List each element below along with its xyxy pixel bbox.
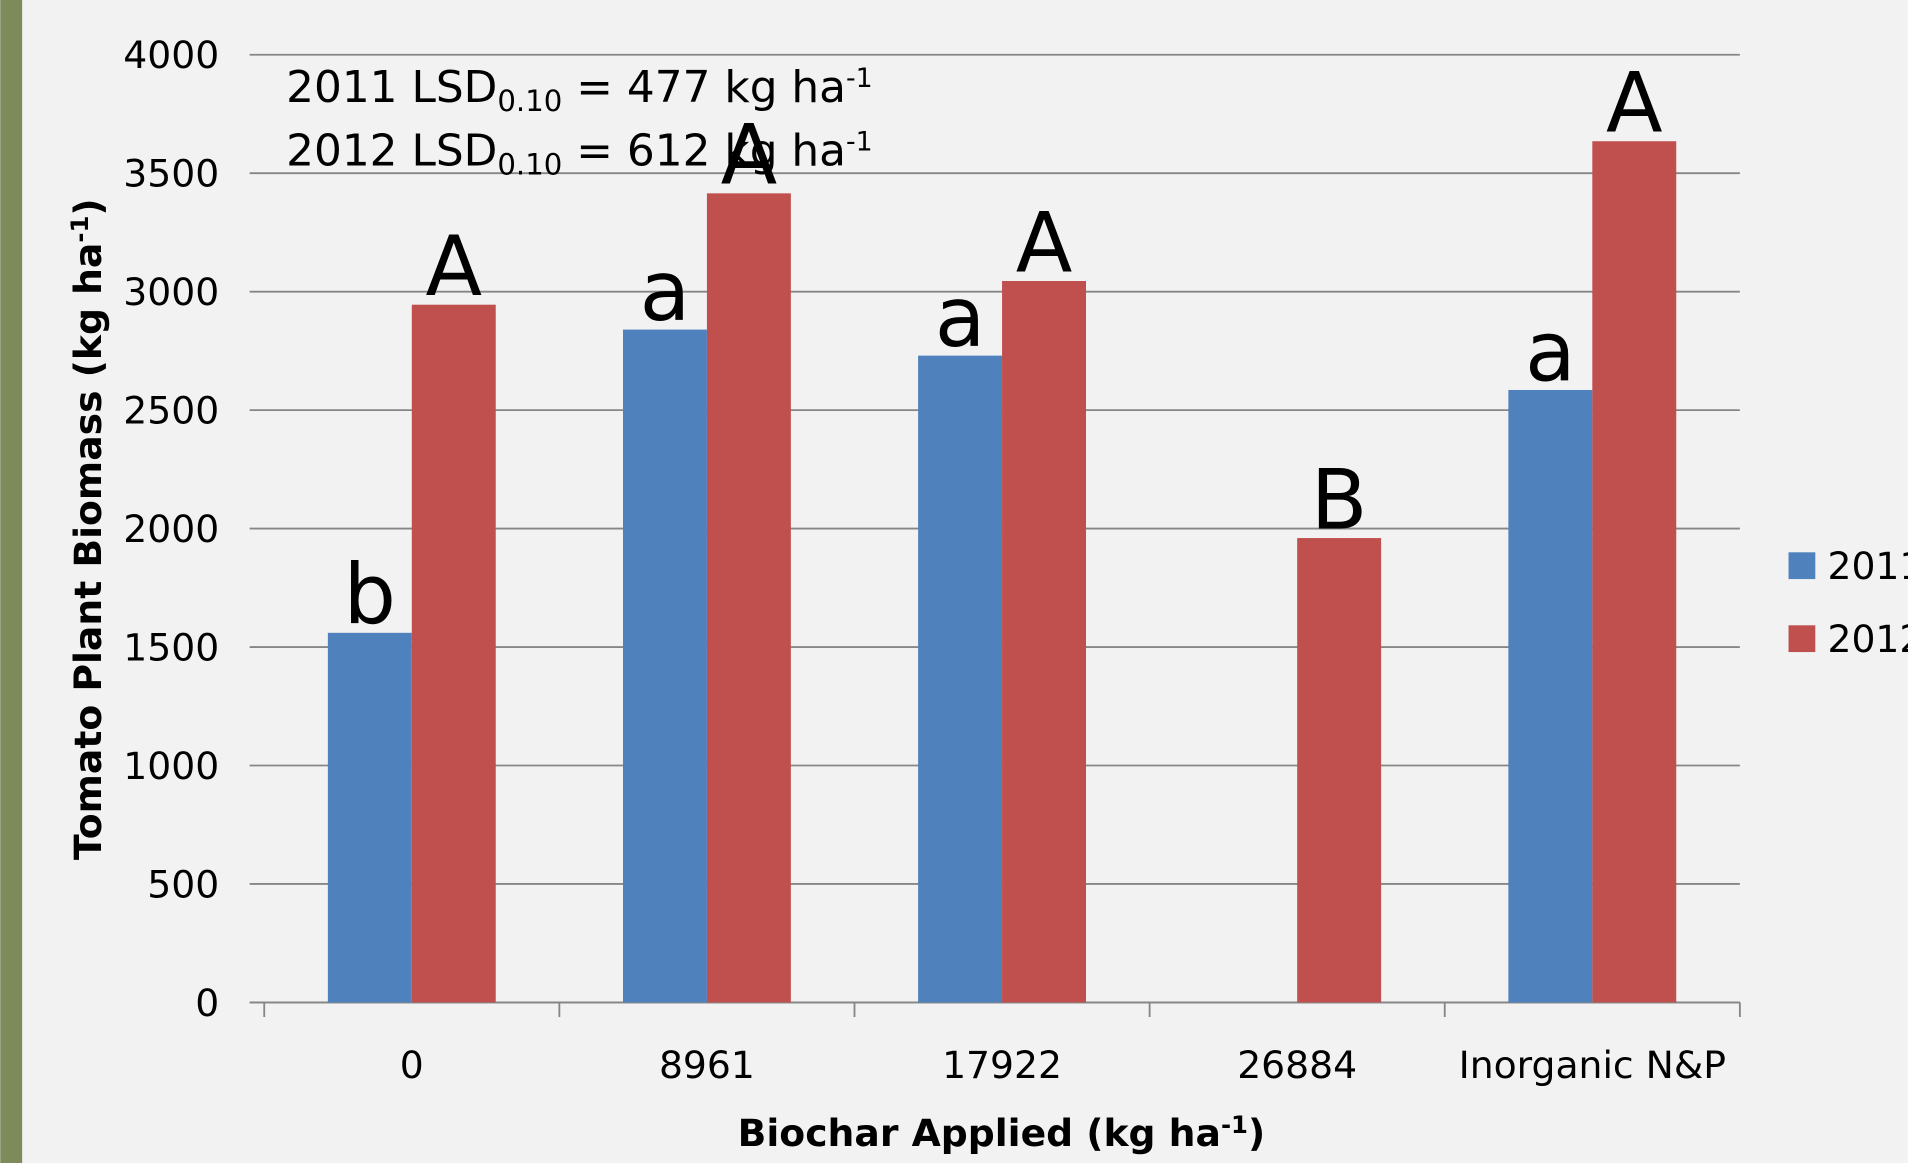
lsd-annotation-part: = 612 kg ha <box>562 125 846 176</box>
significance-letter: a <box>1525 303 1576 400</box>
y-tick-label: 3500 <box>123 152 219 196</box>
y-tick-label: 2500 <box>123 389 219 433</box>
x-tick-label: Inorganic N&P <box>1459 1043 1726 1087</box>
y-tick-label: 1500 <box>123 625 219 669</box>
y-tick-label: 0 <box>195 981 219 1025</box>
bar <box>1592 141 1676 1002</box>
bar <box>412 305 496 1003</box>
y-tick-label: 1000 <box>123 744 219 788</box>
significance-letter: b <box>344 546 397 643</box>
bar <box>918 356 1002 1003</box>
legend-swatch <box>1789 552 1816 579</box>
bar <box>1297 538 1381 1002</box>
lsd-annotation-part: = 477 kg ha <box>562 62 846 113</box>
significance-letter: A <box>425 218 482 315</box>
lsd-annotation-part: 0.10 <box>497 84 562 118</box>
x-axis-title-part: ) <box>1248 1111 1265 1155</box>
x-tick-label: 8961 <box>659 1043 755 1087</box>
lsd-annotation-part: 2012 LSD <box>286 125 497 176</box>
y-tick-label: 2000 <box>123 507 219 551</box>
legend-label: 2011 <box>1827 544 1908 588</box>
x-tick-label: 26884 <box>1237 1043 1357 1087</box>
bar <box>1508 390 1592 1002</box>
page: 0 500 1000 1500 2000 2500 3000 3500 4000 0 b A 8961 a… <box>0 0 1908 1163</box>
legend-label: 2012 <box>1827 617 1908 661</box>
significance-letter: B <box>1311 451 1368 548</box>
significance-letter: A <box>1606 54 1663 151</box>
bar <box>1002 281 1086 1002</box>
legend-swatch <box>1789 625 1816 652</box>
lsd-annotation-part: 0.10 <box>497 147 562 181</box>
y-tick-label: 3000 <box>123 270 219 314</box>
significance-letter: a <box>935 269 986 366</box>
chart: 0 500 1000 1500 2000 2500 3000 3500 4000 0 b A 8961 a… <box>0 0 1908 1163</box>
y-tick-label: 4000 <box>123 33 219 77</box>
x-axis-title-part: -1 <box>1221 1110 1248 1139</box>
photo-edge <box>0 0 22 1163</box>
x-axis-title-part: Biochar Applied (kg ha <box>738 1111 1221 1155</box>
bar <box>707 193 791 1002</box>
x-tick-label: 0 <box>400 1043 424 1087</box>
lsd-annotation: 2012 LSD0.10 = 612 kg ha-1 <box>286 125 873 181</box>
y-axis-title-part: -1 <box>65 216 94 243</box>
significance-letter: a <box>640 243 691 340</box>
x-axis-title: Biochar Applied (kg ha-1) <box>738 1110 1266 1155</box>
lsd-annotation: 2011 LSD0.10 = 477 kg ha-1 <box>286 62 873 118</box>
y-axis-title-part: ) <box>66 198 110 215</box>
y-tick-label: 500 <box>147 862 219 906</box>
lsd-annotation-part: 2011 LSD <box>286 62 497 113</box>
bar <box>623 330 707 1003</box>
y-axis-title-part: Tomato Plant Biomass (kg ha <box>66 243 110 860</box>
x-tick-label: 17922 <box>942 1043 1062 1087</box>
y-axis-title: Tomato Plant Biomass (kg ha-1) <box>65 198 110 860</box>
lsd-annotation-part: -1 <box>846 127 873 158</box>
lsd-annotation-part: -1 <box>846 63 873 94</box>
significance-letter: A <box>1016 194 1073 291</box>
bar <box>328 633 412 1003</box>
